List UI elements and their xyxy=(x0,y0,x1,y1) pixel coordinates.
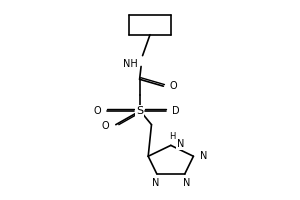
Text: N: N xyxy=(183,178,190,188)
Text: O: O xyxy=(102,121,109,131)
Text: S: S xyxy=(136,106,143,116)
Text: O: O xyxy=(94,106,102,116)
Text: N: N xyxy=(152,178,159,188)
Text: NH: NH xyxy=(123,59,138,69)
Text: D: D xyxy=(172,106,179,116)
Text: N: N xyxy=(200,151,207,161)
Text: O: O xyxy=(170,81,178,91)
Text: N: N xyxy=(177,139,185,149)
Text: H: H xyxy=(169,132,176,141)
